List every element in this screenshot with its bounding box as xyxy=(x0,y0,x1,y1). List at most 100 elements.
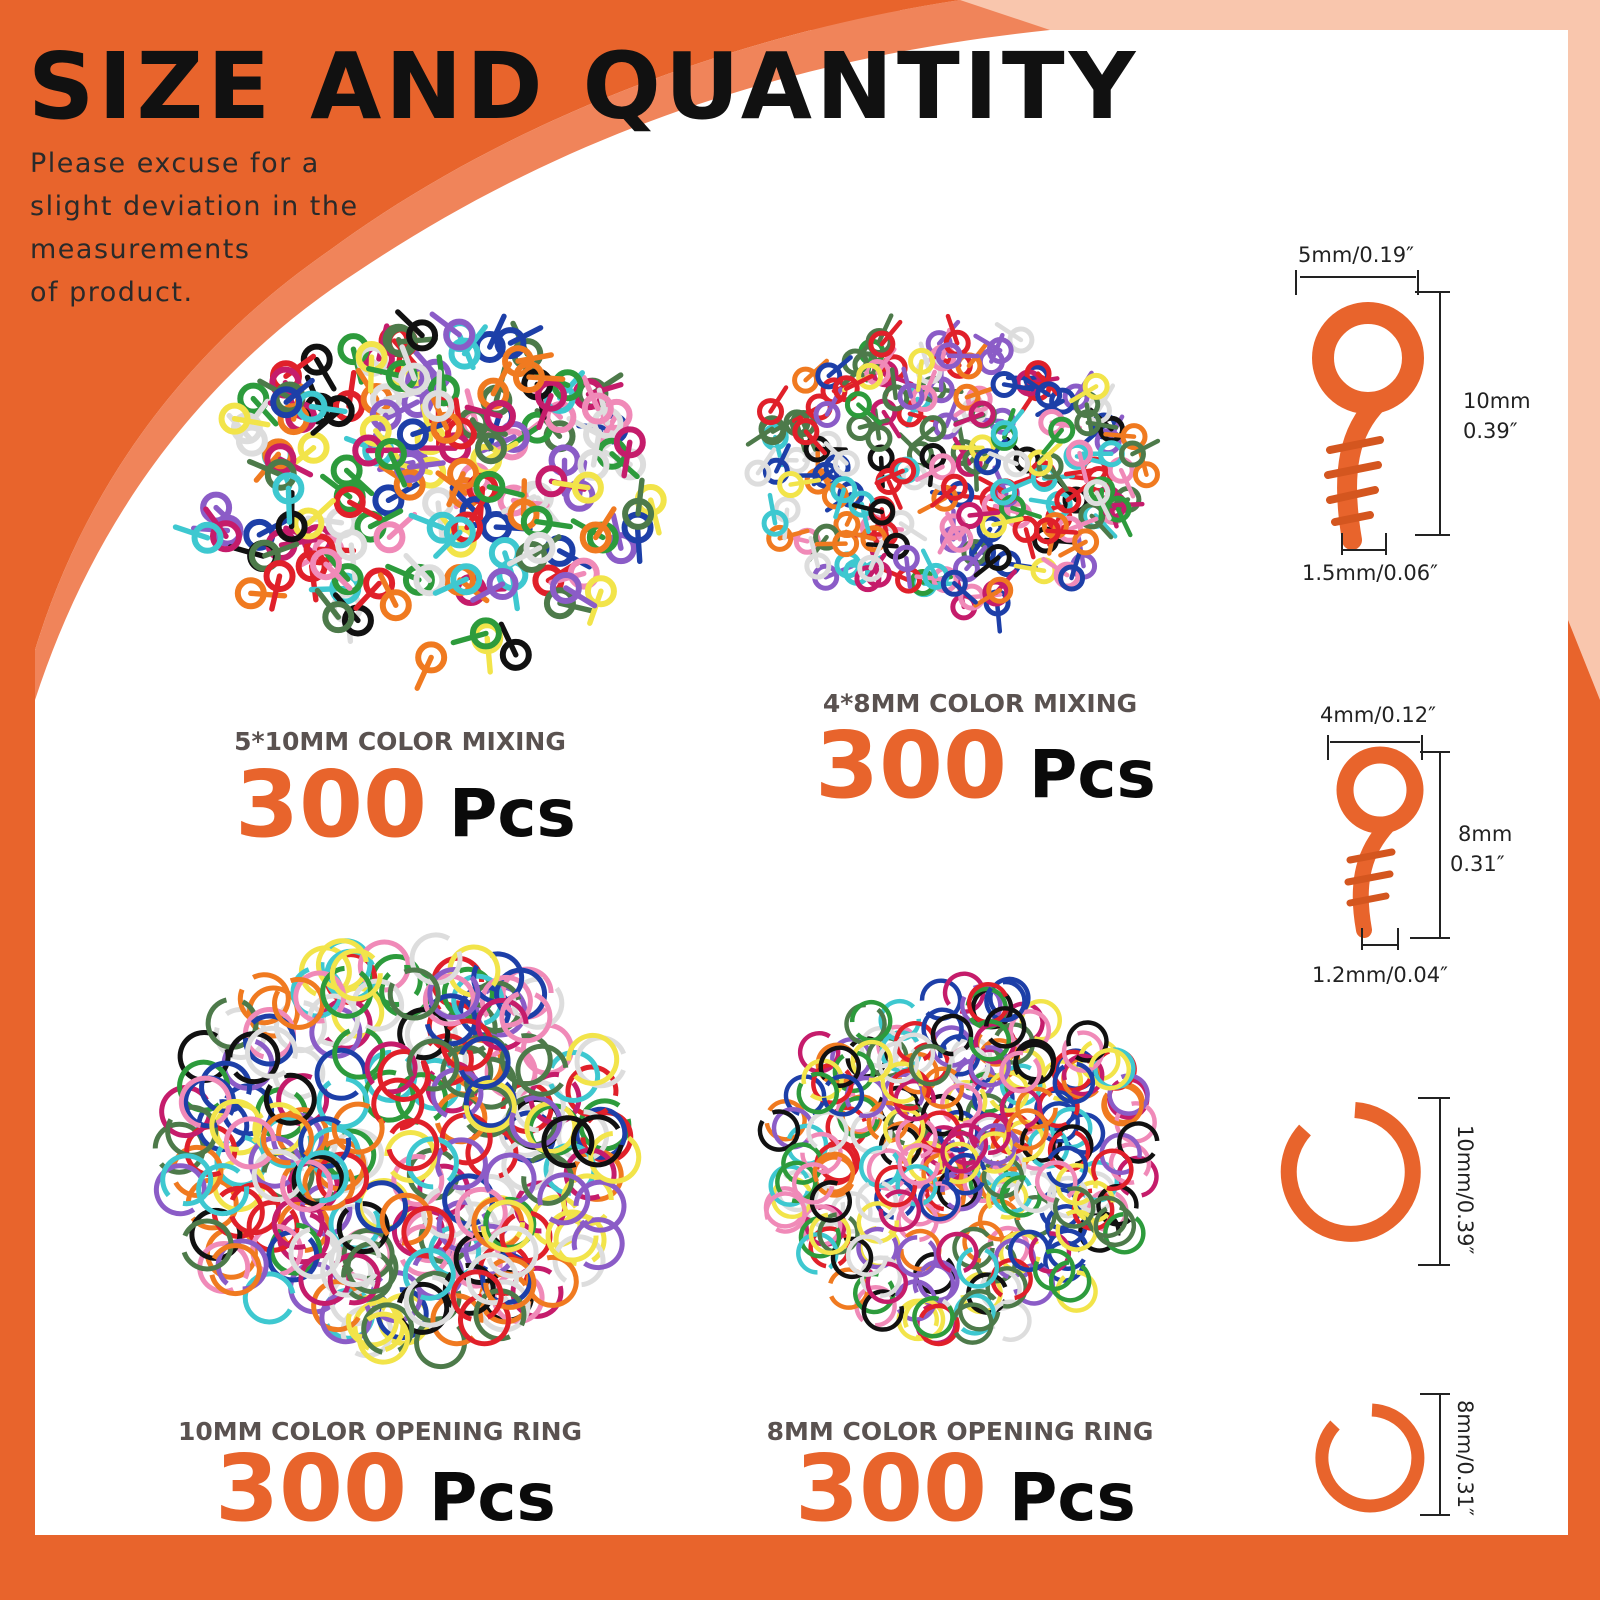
pile-item xyxy=(231,415,271,428)
pile-item xyxy=(403,553,433,583)
pile-item xyxy=(788,477,822,487)
pile-item xyxy=(991,516,1024,527)
pile-item xyxy=(223,1116,277,1170)
pile-item xyxy=(218,402,251,435)
pile-item xyxy=(761,509,789,537)
screw-diagram: 4mm/0.12″ 8mm 0.31″ 1.2mm/0.04″ xyxy=(1312,703,1512,987)
pile-item xyxy=(242,1271,296,1325)
pile-item xyxy=(777,471,805,499)
pile-item xyxy=(1085,420,1119,430)
pile-item xyxy=(930,485,957,508)
pile-item xyxy=(914,464,945,482)
pile-item xyxy=(945,313,960,346)
pile-item xyxy=(469,417,494,451)
pile-item xyxy=(1058,564,1086,592)
pile-item xyxy=(1035,1160,1078,1203)
pile-item xyxy=(904,556,913,589)
pile-item xyxy=(1072,528,1100,556)
pile-item xyxy=(310,408,342,436)
pile-item xyxy=(1013,1170,1057,1214)
pile-item xyxy=(343,467,375,497)
pile-item xyxy=(446,471,466,508)
pile-item xyxy=(537,1172,591,1226)
pile-item xyxy=(486,1225,539,1279)
pile-item xyxy=(830,476,858,504)
pile-item xyxy=(767,492,778,526)
pile-item xyxy=(335,529,368,562)
pile-item xyxy=(813,400,841,428)
pile-item xyxy=(920,548,939,579)
pile-item xyxy=(1033,517,1061,545)
pile-item xyxy=(377,572,399,608)
pile-item xyxy=(901,366,914,399)
pile-item xyxy=(553,1213,607,1267)
pile-item xyxy=(332,1027,386,1080)
pile-item xyxy=(964,385,997,400)
pile-item xyxy=(1053,1186,1096,1229)
pile-item xyxy=(320,473,353,500)
pile-item xyxy=(487,313,507,350)
pile-item xyxy=(384,1130,438,1183)
pile-item xyxy=(984,979,1027,1023)
pile-item xyxy=(410,420,448,438)
pile-item xyxy=(353,580,382,611)
pile-item xyxy=(528,534,562,560)
pile-item xyxy=(523,531,556,564)
pile-item xyxy=(465,1252,519,1306)
pile-item xyxy=(535,465,568,498)
note-line: of product. xyxy=(30,277,194,308)
quantity: 300 xyxy=(795,1435,987,1542)
pile-item xyxy=(356,1311,410,1365)
pile-item xyxy=(952,581,978,605)
pile-item xyxy=(379,1192,433,1246)
pile-item xyxy=(494,327,527,360)
pile-item xyxy=(490,361,513,397)
pile-item xyxy=(250,395,279,427)
pile-item xyxy=(1024,360,1052,388)
pile-item xyxy=(543,587,576,620)
pile-item xyxy=(1028,497,1062,507)
pile-item xyxy=(908,426,936,449)
pile-item xyxy=(393,468,426,501)
pile-item xyxy=(248,590,288,599)
pile-item xyxy=(804,552,832,580)
pile-item xyxy=(520,478,528,518)
pile-item xyxy=(947,1045,991,1088)
pile-item xyxy=(435,369,443,409)
pile-item xyxy=(592,506,617,541)
pile-item xyxy=(499,638,532,671)
pile-item xyxy=(857,554,885,582)
pile-item xyxy=(783,446,811,474)
pile-item xyxy=(860,525,888,553)
pile-item xyxy=(1032,1248,1076,1292)
pile-item xyxy=(1058,539,1088,558)
pile-item xyxy=(1103,432,1137,439)
pile-item xyxy=(1083,479,1111,507)
pile-item xyxy=(440,1018,494,1072)
pile-item xyxy=(1071,1188,1115,1231)
product-quantity: 300 Pcs xyxy=(815,712,1156,819)
pile-item xyxy=(1023,527,1036,560)
unit: Pcs xyxy=(429,1459,556,1536)
pile-item xyxy=(798,1215,842,1259)
pile-item xyxy=(983,1006,1027,1049)
pile-item xyxy=(327,1252,381,1306)
pile-item xyxy=(415,641,448,674)
pile-item xyxy=(444,417,477,450)
corner-swoosh xyxy=(0,0,960,1535)
pile-item xyxy=(450,630,489,646)
pile-item xyxy=(1013,1042,1056,1086)
pile-item xyxy=(874,1164,918,1208)
pile-item xyxy=(990,478,1018,506)
pile-item xyxy=(570,1114,624,1168)
pile-item xyxy=(370,383,403,416)
pile-item xyxy=(883,1107,926,1150)
pile-item xyxy=(570,1148,624,1202)
pile-item xyxy=(191,521,224,554)
pile-item xyxy=(515,352,554,364)
pile-item xyxy=(960,1271,1003,1315)
pile-item xyxy=(856,362,884,390)
pile-item xyxy=(367,508,404,530)
dimension: 4mm/0.12″ xyxy=(1320,703,1436,727)
pile-item xyxy=(498,621,519,658)
